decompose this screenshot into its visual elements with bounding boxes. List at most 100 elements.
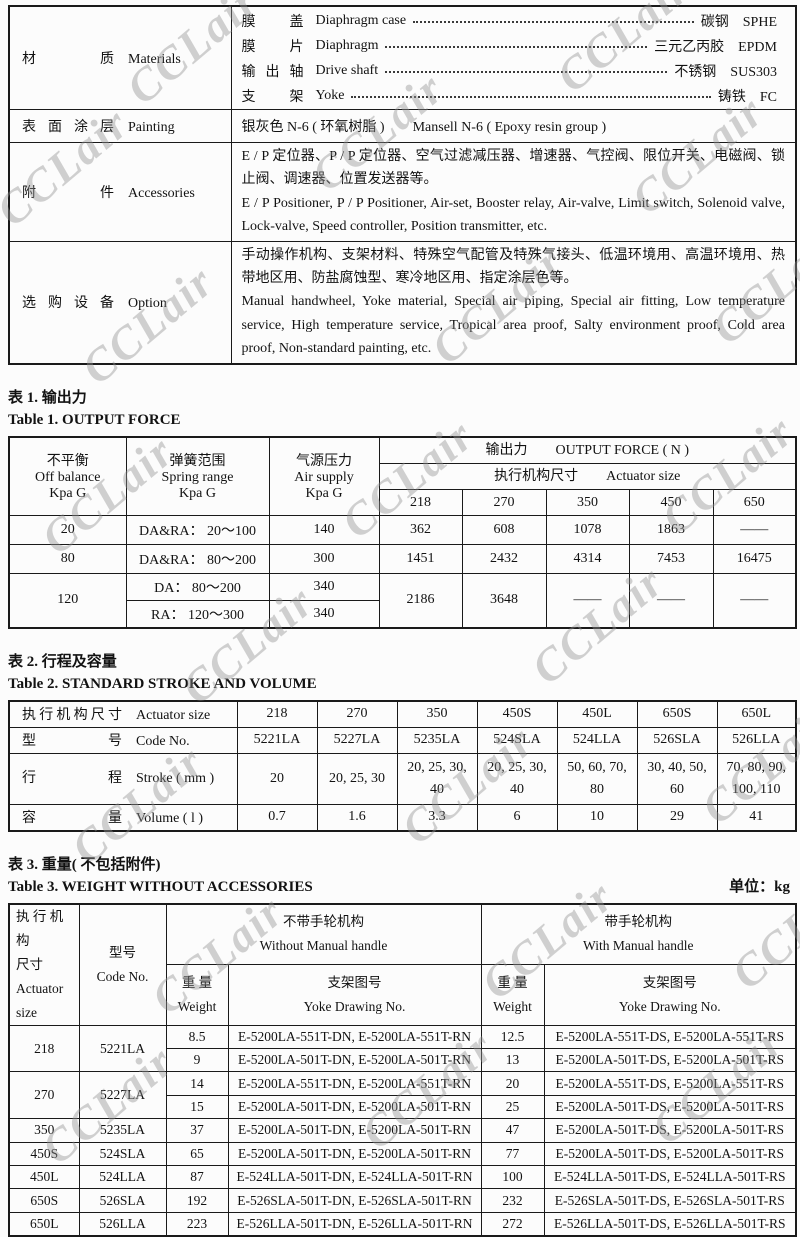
air-supply-cell: 340 bbox=[268, 599, 380, 629]
output-force-row: 20 DA&RA： 20～100 140 362 608 1078 1863 —— bbox=[8, 514, 797, 545]
weight-cell: 15 bbox=[165, 1094, 229, 1120]
weight-cell: 8.5 bbox=[165, 1024, 229, 1050]
weight-cell: 223 bbox=[165, 1211, 229, 1237]
material-item: 输出轴 Drive shaft 不锈钢 SUS303 bbox=[232, 58, 795, 83]
code-no-cell: 524SLA bbox=[78, 1141, 167, 1167]
table1-title-en: Table 1. OUTPUT FORCE bbox=[8, 411, 181, 428]
off-balance-cell: 20 bbox=[8, 514, 127, 545]
table3-title: 表 3. 重量( 不包括附件) Table 3. WEIGHT WITHOUT … bbox=[8, 854, 794, 898]
actuator-size-group-header: 执行机构尺寸 Actuator size bbox=[378, 462, 797, 490]
weight-table: 执 行 机 构尺寸 Actuator size 型号 Code No. 不带手轮机构 W… bbox=[8, 902, 797, 1237]
force-cell: 608 bbox=[461, 514, 547, 545]
air-supply-header: 气源压力 Air supply Kpa G bbox=[268, 436, 380, 516]
value-cell: 50, 60, 70, 80 bbox=[556, 752, 638, 805]
painting-value: 银灰色 N-6 ( 环氧树脂 ) Mansell N-6 ( Epoxy res… bbox=[230, 109, 797, 143]
output-force-row: RA： 120～300 340 bbox=[9, 599, 796, 629]
with-handle-group-header: 带手轮机构 With Manual handle bbox=[480, 903, 797, 966]
yoke-drawing-cell: E-5200LA-501T-DN, E-5200LA-501T-RN bbox=[227, 1048, 482, 1073]
output-force-row: 120 DA： 80～200 340 2186 3648 —— —— —— bbox=[8, 572, 797, 629]
value-cell: 350 bbox=[396, 700, 478, 728]
row-label-en: Volume ( l ) bbox=[136, 811, 204, 827]
accessories-label-cell: 附件 Accessories bbox=[8, 142, 232, 242]
value-cell: 20 bbox=[236, 752, 318, 805]
force-cell: —— bbox=[712, 572, 797, 629]
force-cell: 362 bbox=[378, 514, 463, 545]
air-supply-cell: 340 bbox=[268, 572, 380, 601]
weight-cell: 232 bbox=[480, 1188, 545, 1213]
force-cell: 1078 bbox=[545, 514, 630, 545]
yoke-drawing-cell: E-5200LA-551T-DS, E-5200LA-551T-RS bbox=[543, 1071, 797, 1096]
weight-row: 270 5227LA 14 E-5200LA-551T-DN, E-5200LA-55… bbox=[8, 1071, 797, 1120]
accessories-content-cell: E / P 定位器、P / P 定位器、空气过滤减压器、增速器、气控阀、限位开关… bbox=[230, 142, 797, 242]
row-label-cell: 行程 Stroke ( mm ) bbox=[8, 752, 238, 805]
option-label-zh: 选购设备 bbox=[22, 296, 114, 312]
spring-range-cell: DA&RA： 20～100 bbox=[125, 514, 270, 545]
weight-cell: 192 bbox=[165, 1188, 229, 1213]
value-cell: 20, 25, 30 bbox=[316, 752, 398, 805]
dotted-leader bbox=[413, 20, 694, 23]
size-header: 650 bbox=[712, 488, 797, 516]
output-force-table: 不平衡 Off balance Kpa G 弹簧范围 Spring range Kpa … bbox=[8, 435, 798, 629]
actuator-size-cell: 218 bbox=[8, 1024, 80, 1073]
row-label-zh: 型号 bbox=[22, 734, 122, 750]
value-cell: 524SLA bbox=[476, 726, 558, 754]
spring-range-header: 弹簧范围 Spring range Kpa G bbox=[125, 436, 270, 516]
material-name-zh: 膜盖 bbox=[241, 14, 304, 30]
value-cell: 650L bbox=[716, 700, 797, 728]
value-cell: 70, 80, 90, 100, 110 bbox=[716, 752, 797, 805]
spec-table: 材质 Materials 膜盖 Diaphragm case 碳钢 SPHE 膜片 Dia… bbox=[8, 5, 797, 365]
dotted-leader bbox=[351, 95, 711, 98]
yoke-drawing-cell: E-526SLA-501T-DN, E-526SLA-501T-RN bbox=[227, 1188, 482, 1213]
value-cell: 526SLA bbox=[636, 726, 718, 754]
table3-title-en: Table 3. WEIGHT WITHOUT ACCESSORIES bbox=[8, 878, 313, 895]
stroke-volume-row: 容量 Volume ( l ) 0.7 1.6 3.3 6 10 29 41 bbox=[8, 803, 797, 832]
material-item: 支架 Yoke 铸铁 FC bbox=[232, 83, 795, 108]
weight-header: 重 量 Weight bbox=[480, 964, 545, 1026]
row-label-cell: 执行机构尺寸 Actuator size bbox=[8, 700, 238, 728]
materials-label-cell: 材质 Materials bbox=[8, 5, 232, 110]
off-balance-cell: 80 bbox=[8, 543, 127, 574]
weight-row: 650S 526SLA 192 E-526SLA-501T-DN, E-526SLA-… bbox=[8, 1188, 797, 1213]
material-value: 铸铁 FC bbox=[717, 89, 777, 105]
option-content-cell: 手动操作机构、支架材料、特殊空气配管及特殊气接头、低温环境用、高温环境用、热带地… bbox=[230, 240, 797, 365]
weight-cell: 272 bbox=[480, 1211, 545, 1237]
value-cell: 1.6 bbox=[316, 803, 398, 832]
value-cell: 5227LA bbox=[316, 726, 398, 754]
yoke-drawing-cell: E-5200LA-501T-DN, E-5200LA-501T-RN bbox=[227, 1118, 482, 1143]
spring-range-cell: DA： 80～200 bbox=[125, 572, 270, 601]
without-handle-group-header: 不带手轮机构 Without Manual handle bbox=[165, 903, 482, 966]
value-cell: 5221LA bbox=[236, 726, 318, 754]
value-cell: 20, 25, 30, 40 bbox=[396, 752, 478, 805]
code-no-cell: 526LLA bbox=[78, 1211, 167, 1237]
code-no-header: 型号 Code No. bbox=[78, 903, 167, 1026]
materials-content-cell: 膜盖 Diaphragm case 碳钢 SPHE 膜片 Diaphragm 三元乙丙胶 … bbox=[230, 5, 797, 110]
stroke-volume-row: 执行机构尺寸 Actuator size 218 270 350 450S 450L 650S… bbox=[8, 700, 797, 728]
table2-title: 表 2. 行程及容量 Table 2. STANDARD STROKE AND … bbox=[8, 651, 794, 695]
spring-range-cell: DA&RA： 80～200 bbox=[125, 543, 270, 574]
yoke-drawing-cell: E-5200LA-551T-DS, E-5200LA-551T-RS bbox=[543, 1024, 797, 1050]
row-label-en: Actuator size bbox=[136, 708, 211, 724]
table1-title: 表 1. 输出力 Table 1. OUTPUT FORCE bbox=[8, 387, 794, 431]
yoke-drawing-cell: E-5200LA-501T-DS, E-5200LA-501T-RS bbox=[543, 1118, 797, 1143]
force-cell: 16475 bbox=[712, 543, 797, 574]
value-cell: 450L bbox=[556, 700, 638, 728]
value-cell: 29 bbox=[636, 803, 718, 832]
weight-cell: 13 bbox=[480, 1048, 545, 1073]
weight-cell: 25 bbox=[480, 1094, 545, 1120]
dotted-leader bbox=[385, 70, 668, 73]
air-supply-cell: 300 bbox=[268, 543, 380, 574]
value-cell: 270 bbox=[316, 700, 398, 728]
painting-label-en: Painting bbox=[128, 120, 175, 135]
yoke-drawing-cell: E-524LLA-501T-DN, E-524LLA-501T-RN bbox=[227, 1164, 482, 1190]
row-label-en: Stroke ( mm ) bbox=[136, 770, 215, 786]
row-label-zh: 执行机构尺寸 bbox=[22, 708, 122, 724]
table2-title-zh: 表 2. 行程及容量 bbox=[8, 653, 117, 670]
size-header: 270 bbox=[461, 488, 547, 516]
weight-cell: 12.5 bbox=[480, 1024, 545, 1050]
row-label-cell: 型号 Code No. bbox=[8, 726, 238, 754]
row-label-zh: 行程 bbox=[22, 770, 122, 786]
code-no-cell: 526SLA bbox=[78, 1188, 167, 1213]
weight-cell: 14 bbox=[165, 1071, 229, 1096]
weight-cell: 87 bbox=[165, 1164, 229, 1190]
value-cell: 218 bbox=[236, 700, 318, 728]
